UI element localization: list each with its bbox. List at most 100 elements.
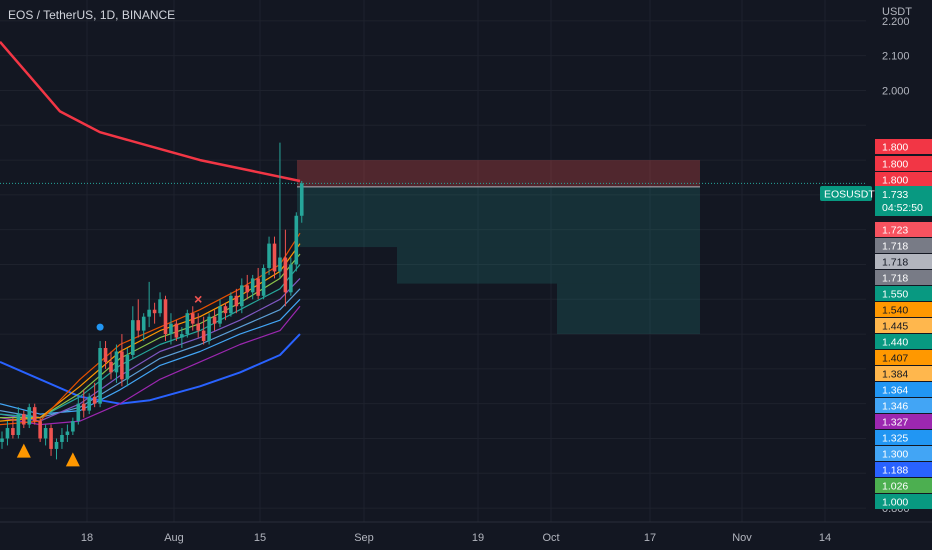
stop-loss-zone[interactable] [297, 160, 700, 187]
price-label: 1.026 [882, 481, 908, 493]
price-label-bg [875, 366, 932, 381]
candle-body [27, 407, 32, 425]
candle-body [218, 306, 222, 324]
candle-body [65, 431, 70, 435]
indicator-ema-7 [0, 232, 301, 426]
candle-body [240, 285, 244, 307]
buy-signal-triangle [65, 452, 80, 467]
candle-body [147, 309, 151, 317]
candle-body [163, 299, 168, 335]
indicator-ema-5 [0, 253, 301, 419]
price-label: 1.440 [882, 337, 908, 349]
price-label-bg [875, 302, 932, 317]
take-profit-zone[interactable] [557, 283, 700, 335]
buy-signal-triangle [16, 443, 31, 458]
time-tick-label: Sep [354, 532, 374, 544]
time-tick-label: Aug [164, 532, 184, 544]
candle-body [22, 414, 26, 425]
candle-body [92, 396, 97, 404]
signal-markers [16, 295, 202, 467]
take-profit-zone[interactable] [297, 186, 700, 248]
price-label-bg [875, 270, 932, 285]
candle-body [87, 396, 91, 411]
indicator-ema-3 [0, 277, 301, 422]
price-label: 1.346 [882, 401, 908, 413]
candle-body [38, 421, 42, 439]
candle-body [212, 316, 217, 324]
indicator-ema-2 [0, 288, 301, 419]
price-label-bg [875, 350, 932, 365]
time-tick-label: 14 [819, 532, 831, 544]
time-tick-label: 17 [644, 532, 656, 544]
price-label: 1.800 [882, 159, 908, 171]
candles [0, 142, 304, 460]
candle-body [125, 354, 130, 380]
candle-body [261, 267, 266, 296]
time-axis[interactable]: 18 Aug 15 Sep 19 Oct 17 Nov 14 [0, 521, 932, 550]
candle-body [256, 278, 260, 296]
price-label: 1.800 [882, 142, 908, 154]
price-label-bg [875, 478, 932, 493]
price-label: 1.364 [882, 385, 908, 397]
candle-body [272, 243, 277, 272]
candle-body [32, 407, 37, 422]
indicator-ema-6 [0, 243, 301, 422]
candle-body [54, 441, 59, 449]
candle-body [180, 334, 184, 338]
price-label-bg [875, 494, 932, 509]
candle-body [201, 330, 206, 342]
price-label-bg [875, 156, 932, 171]
candle-body [81, 403, 86, 411]
candle-body [131, 320, 135, 355]
candle-body [49, 428, 53, 449]
candle-body [283, 257, 288, 293]
price-label-bg [875, 414, 932, 429]
candle-body [109, 361, 113, 373]
price-label: 1.188 [882, 465, 908, 477]
price-label: 1.718 [882, 273, 908, 285]
price-label: 1.718 [882, 241, 908, 253]
candle-body [141, 316, 146, 331]
take-profit-zone[interactable] [397, 247, 700, 284]
price-tick-label: 2.000 [882, 85, 910, 97]
time-tick-label: Nov [732, 532, 752, 544]
indicator-ema-1 [0, 298, 301, 415]
candle-body [299, 183, 304, 216]
candle-body [245, 285, 250, 293]
candle-body [207, 316, 211, 342]
candle-body [250, 278, 255, 293]
candle-body [169, 323, 173, 335]
candle-body [289, 264, 293, 293]
candle-body [158, 299, 162, 314]
candle-body [5, 428, 10, 439]
time-axis-bg [0, 522, 932, 550]
price-label-bg [875, 430, 932, 445]
candle-body [43, 428, 48, 439]
price-label-bg [875, 382, 932, 397]
position-zones[interactable] [0, 160, 866, 335]
price-label-bg [875, 334, 932, 349]
chart-title[interactable]: EOS / TetherUS, 1D, BINANCE [8, 8, 176, 22]
candle-body [0, 438, 4, 442]
candle-body [294, 215, 299, 265]
price-label: 1.550 [882, 289, 908, 301]
currency-label[interactable]: USDT [882, 6, 912, 18]
price-label-bg [875, 286, 932, 301]
price-tick-label: 2.200 [882, 16, 910, 28]
price-label-bg [875, 398, 932, 413]
price-label: 1.718 [882, 257, 908, 269]
indicator-lines [0, 40, 301, 426]
candle-body [185, 313, 190, 335]
price-label-bg [875, 172, 932, 187]
candle-body [98, 348, 102, 404]
price-label: 1.000 [882, 497, 908, 509]
indicator-ema-blue [0, 333, 301, 405]
price-label-bg [875, 254, 932, 269]
candle-body [223, 306, 228, 314]
grid [0, 0, 866, 522]
price-label: 1.300 [882, 449, 908, 461]
candle-body [174, 323, 179, 338]
indicator-ema-purple [0, 305, 301, 426]
